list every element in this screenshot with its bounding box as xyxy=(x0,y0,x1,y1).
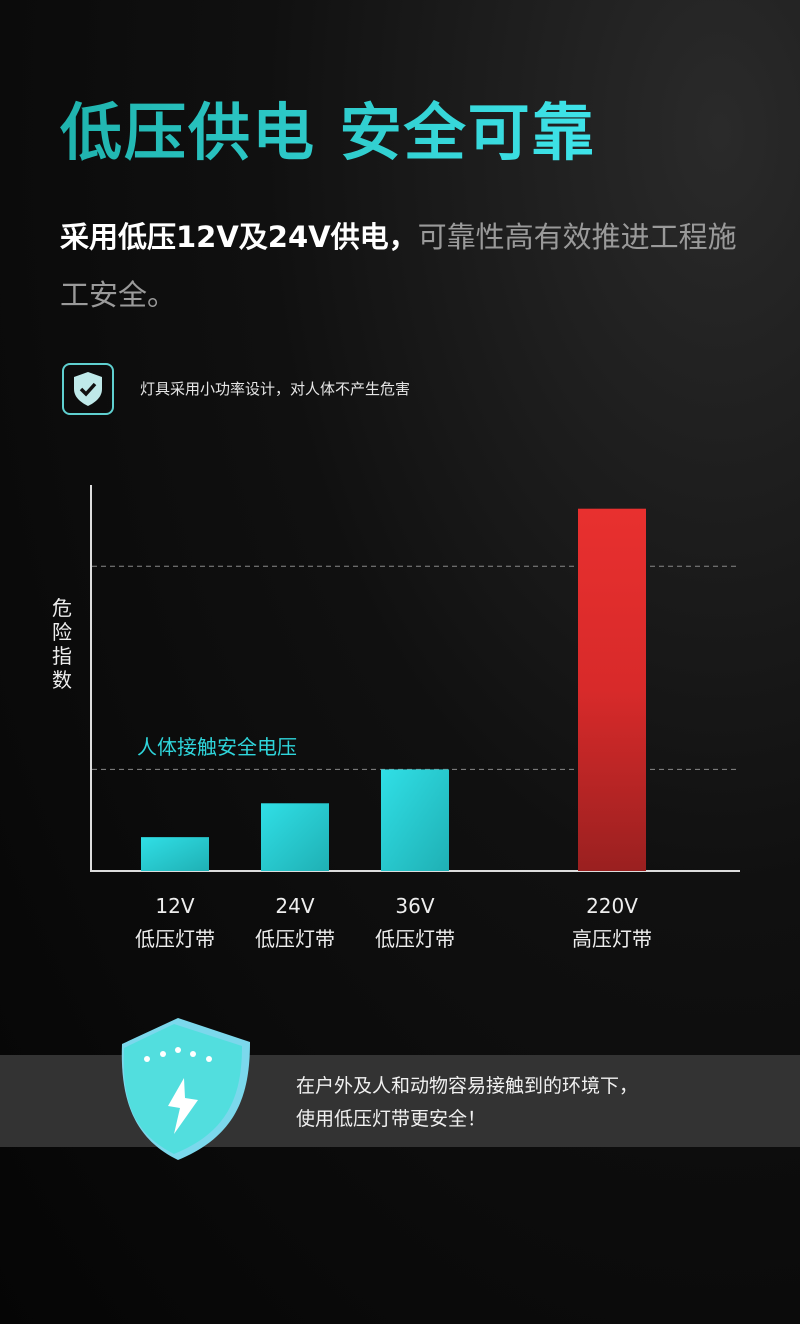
bar xyxy=(261,803,329,871)
safe-voltage-label: 人体接触安全电压 xyxy=(137,735,297,759)
y-axis-label: 危险指数 xyxy=(52,596,72,692)
subtitle-bold: 采用低压12V及24V供电， xyxy=(60,220,418,254)
bar xyxy=(381,769,449,871)
x-tick-label: 220V xyxy=(586,894,638,918)
page-title: 低压供电 安全可靠 xyxy=(60,82,596,172)
x-tick-label: 12V xyxy=(155,894,194,918)
x-tick-label: 24V xyxy=(275,894,314,918)
x-tick-label: 高压灯带 xyxy=(572,927,652,951)
bar xyxy=(141,837,209,871)
footer-line-1: 在户外及人和动物容易接触到的环境下， xyxy=(296,1075,639,1097)
x-tick-label: 36V xyxy=(395,894,434,918)
subtitle: 采用低压12V及24V供电，可靠性高有效推进工程施工安全。 xyxy=(60,208,760,324)
x-tick-label: 低压灯带 xyxy=(255,927,335,951)
x-tick-label: 低压灯带 xyxy=(375,927,455,951)
footer-text: 在户外及人和动物容易接触到的环境下， 使用低压灯带更安全！ xyxy=(296,1070,638,1136)
x-tick-label: 低压灯带 xyxy=(135,927,215,951)
subtitle-rest: 可靠性高有效推进工程施工安全。 xyxy=(60,220,737,312)
bar xyxy=(578,508,646,871)
footer-line-2: 使用低压灯带更安全！ xyxy=(296,1108,487,1130)
feature-text: 灯具采用小功率设计，对人体不产生危害 xyxy=(140,380,411,398)
shield-check-icon xyxy=(62,363,114,415)
shield-lightning-icon xyxy=(118,1016,258,1166)
bar-chart: 12V 低压灯带 24V 低压灯带 36V 低压灯带 220V 高压灯带 人体接触安全电压 xyxy=(90,485,740,951)
